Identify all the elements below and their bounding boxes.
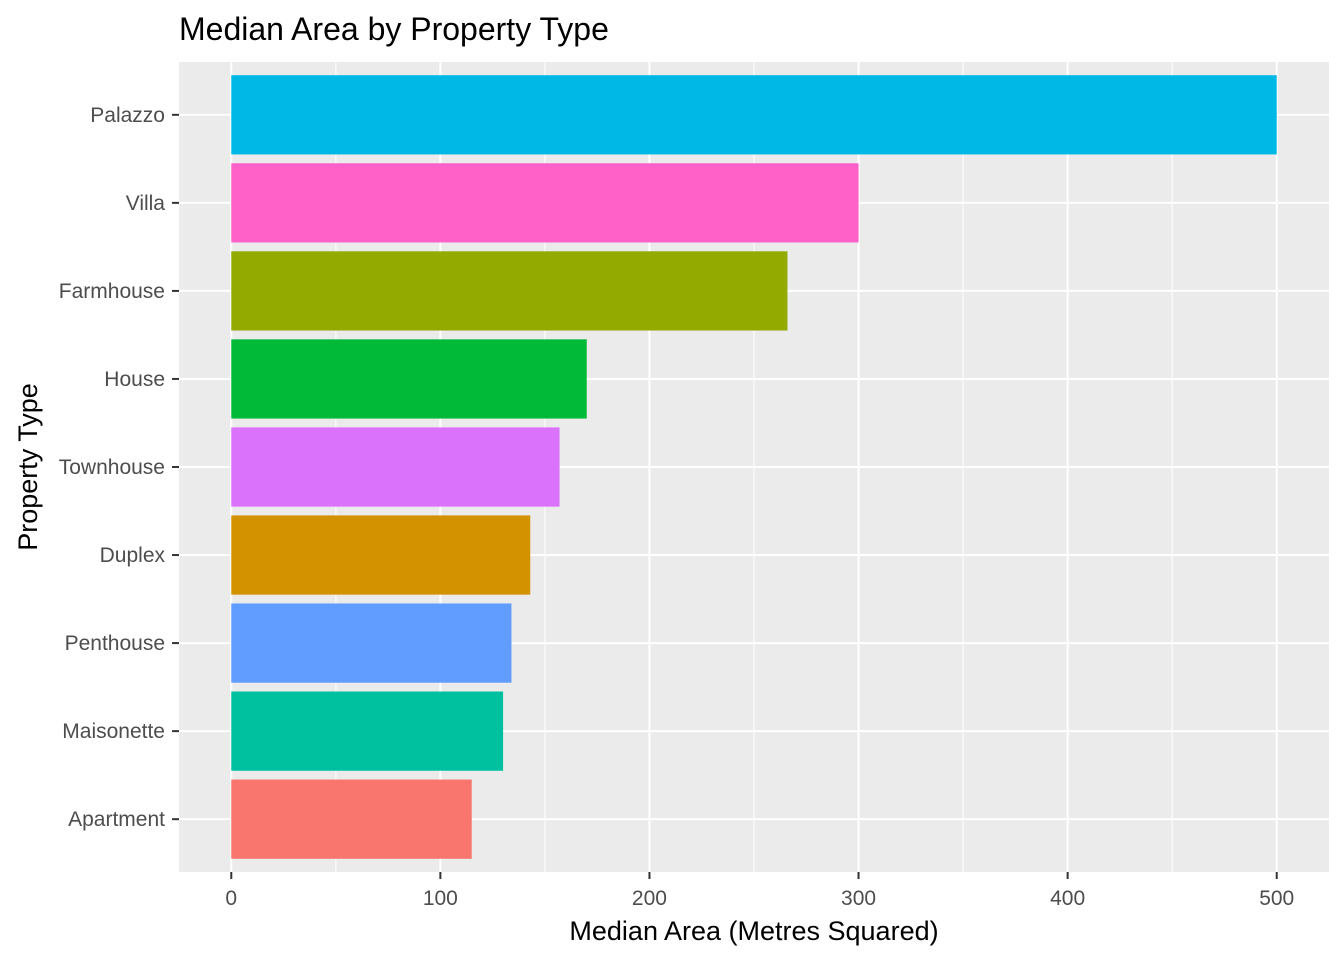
- y-tick-label: Penthouse: [65, 632, 165, 655]
- bar-villa: [231, 163, 859, 243]
- chart-title: Median Area by Property Type: [179, 11, 609, 47]
- y-tick-label: Villa: [126, 192, 166, 215]
- bar-house: [231, 339, 587, 419]
- y-axis-title: Property Type: [13, 383, 43, 551]
- bar-duplex: [231, 515, 531, 595]
- bar-apartment: [231, 779, 472, 859]
- x-tick-label: 500: [1259, 887, 1294, 910]
- x-tick-label: 400: [1050, 887, 1085, 910]
- bar-townhouse: [231, 427, 560, 507]
- bar-maisonette: [231, 691, 504, 771]
- y-tick-label: Townhouse: [59, 456, 165, 479]
- bar-palazzo: [231, 75, 1277, 155]
- x-tick-label: 300: [841, 887, 876, 910]
- bars: [231, 75, 1277, 859]
- y-axis: Palazzo Villa Farmhouse House Townhouse Duple…: [59, 104, 179, 831]
- y-tick-label: Apartment: [68, 808, 165, 831]
- x-tick-label: 0: [225, 887, 237, 910]
- y-tick-label: House: [104, 368, 165, 391]
- x-axis: 0 100 200 300 400 500: [225, 872, 1294, 910]
- y-tick-label: Duplex: [100, 544, 166, 567]
- y-tick-label: Farmhouse: [59, 280, 165, 303]
- x-axis-title: Median Area (Metres Squared): [569, 916, 938, 946]
- y-tick-label: Maisonette: [62, 720, 165, 743]
- x-tick-label: 200: [632, 887, 667, 910]
- y-tick-label: Palazzo: [90, 104, 165, 127]
- bar-penthouse: [231, 603, 512, 683]
- x-tick-label: 100: [423, 887, 458, 910]
- bar-farmhouse: [231, 251, 788, 331]
